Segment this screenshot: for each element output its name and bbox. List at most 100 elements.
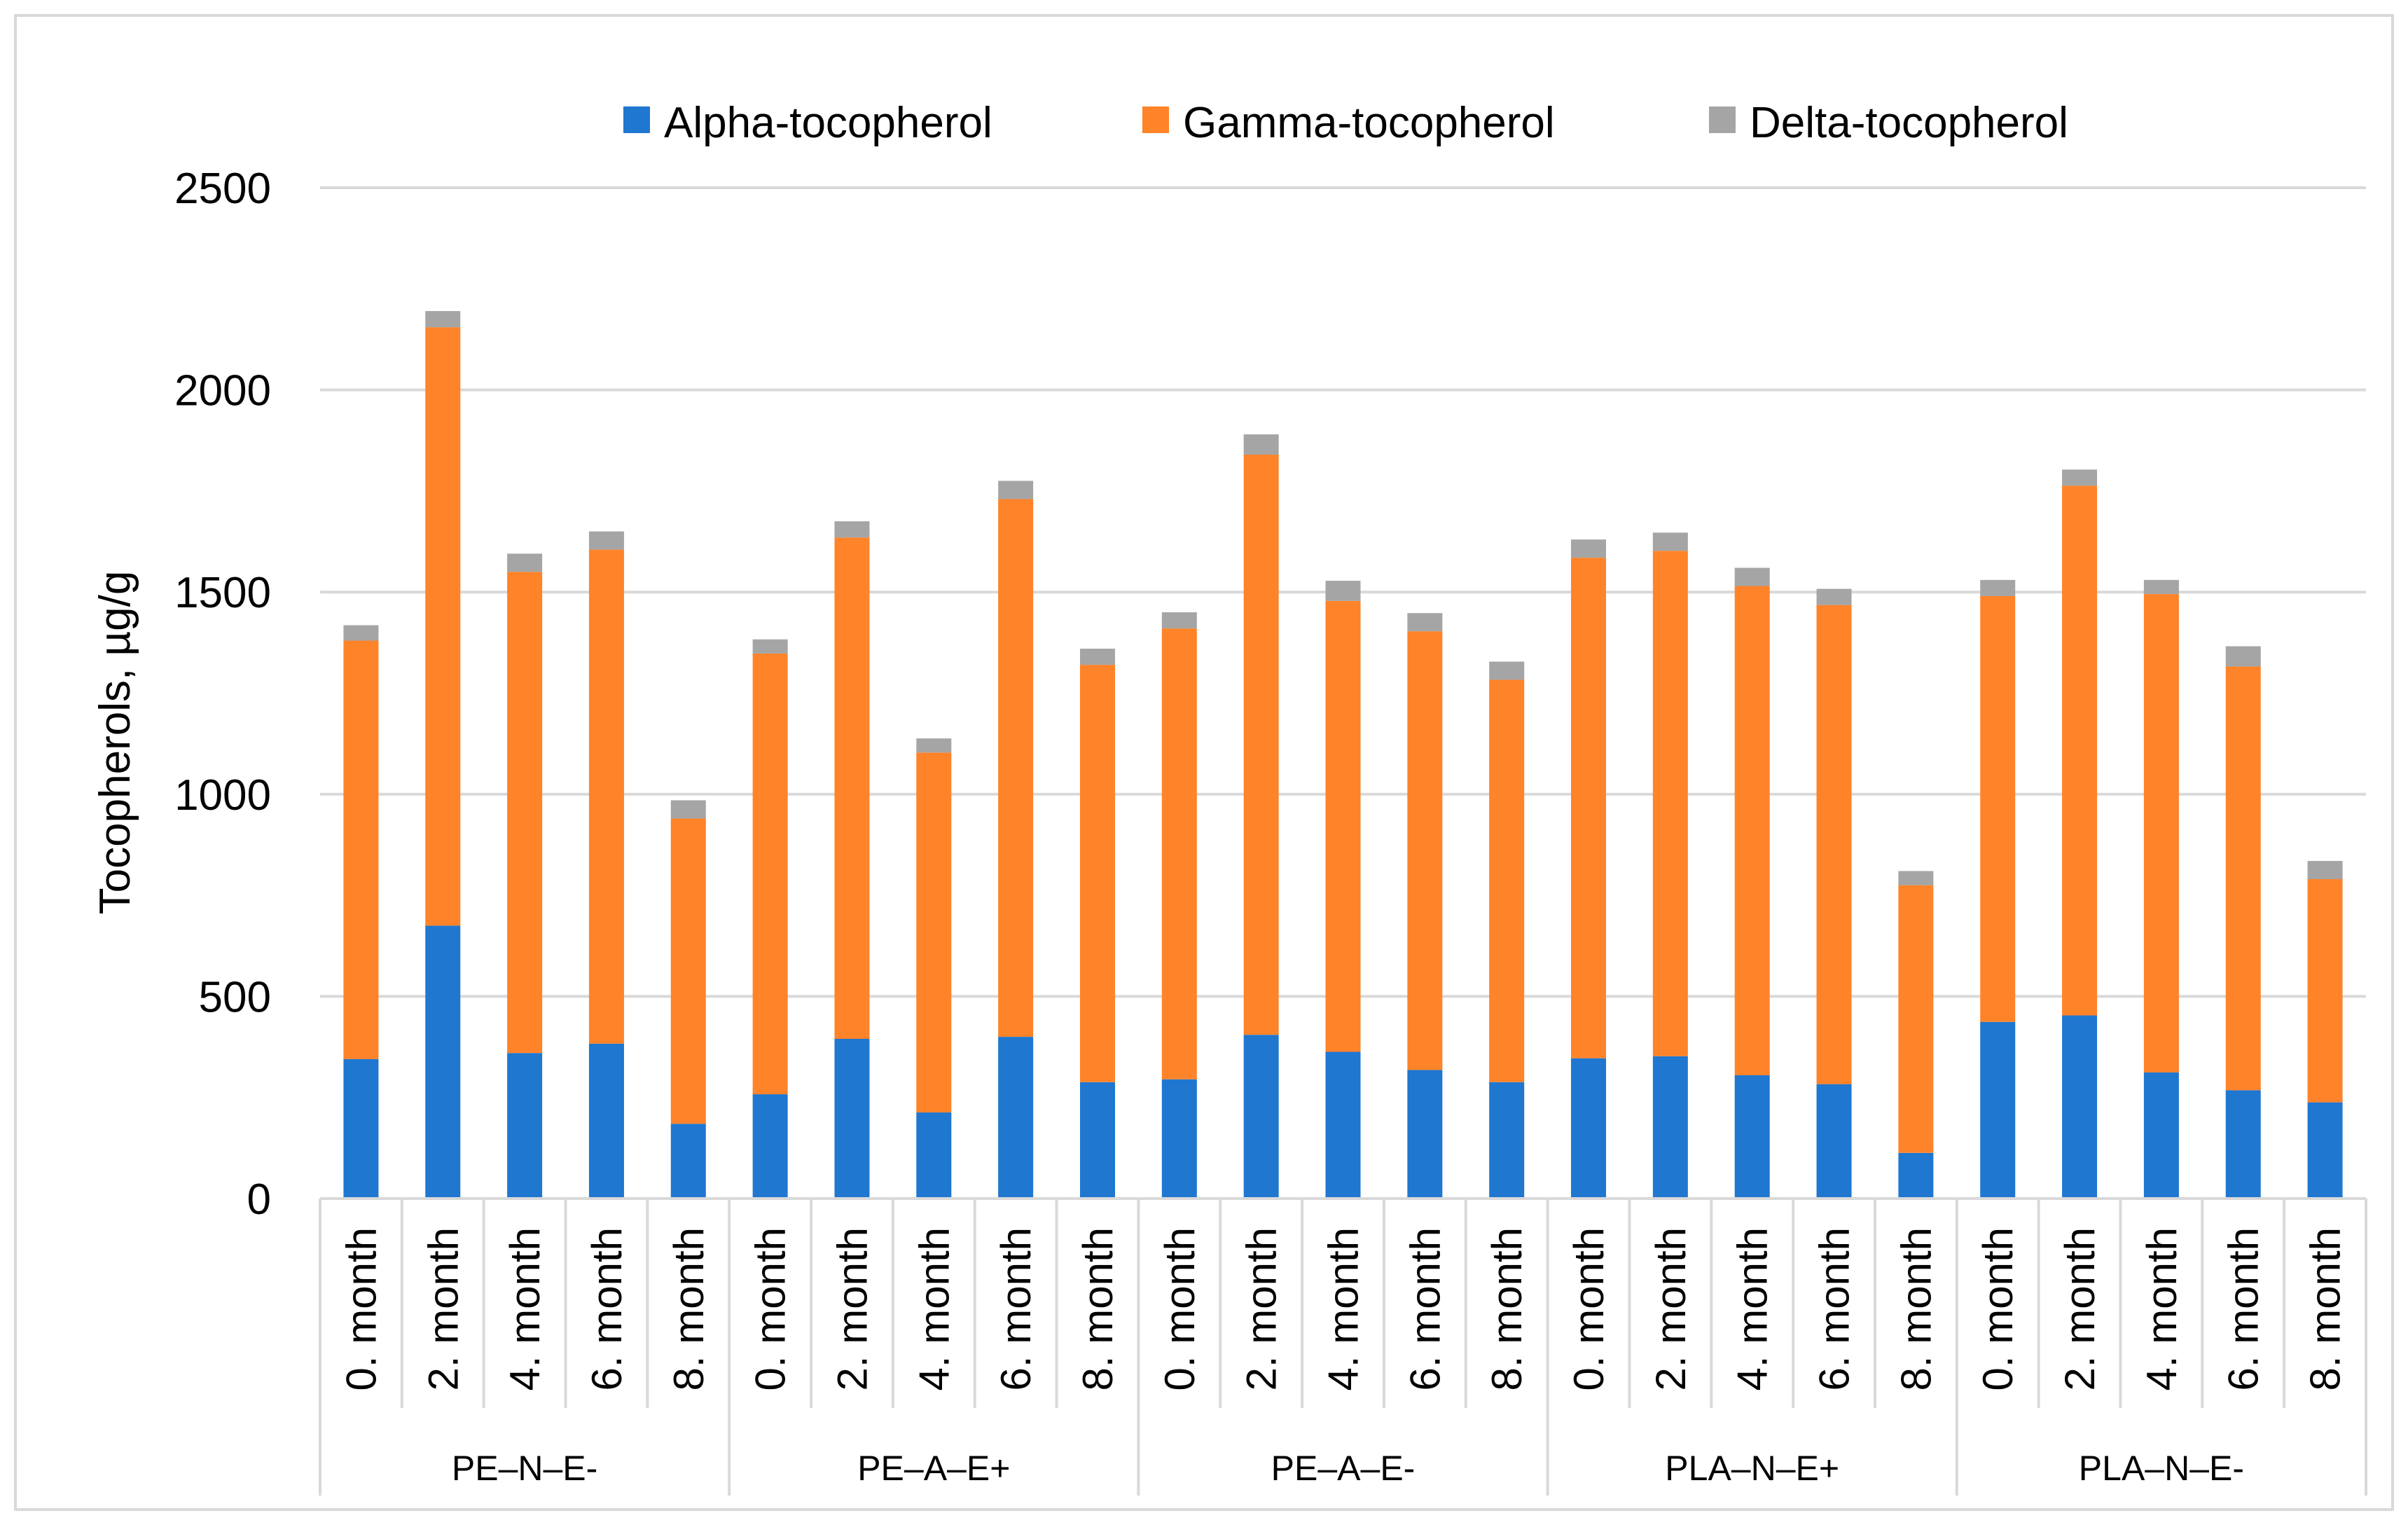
alpha-tocopherol-bar <box>1816 1084 1852 1199</box>
gamma-tocopherol-bar <box>1325 600 1361 1052</box>
month-label: 4. month <box>1729 1227 1776 1391</box>
alpha-tocopherol-bar <box>1489 1082 1525 1199</box>
month-label: 0. month <box>1974 1227 2021 1391</box>
delta-tocopherol-bar <box>343 625 379 641</box>
bars <box>343 311 2343 1199</box>
alpha-tocopherol-bar <box>834 1039 870 1199</box>
gamma-tocopherol-bar <box>670 818 706 1124</box>
y-tick-label: 0 <box>247 1175 271 1224</box>
gamma-tocopherol-bar <box>1079 665 1115 1082</box>
month-label: 2. month <box>829 1227 876 1391</box>
x-axis <box>319 1197 2367 1496</box>
y-tick-label: 500 <box>199 973 271 1021</box>
gamma-tocopherol-bar <box>1652 551 1688 1056</box>
gamma-tocopherol-bar <box>834 537 870 1040</box>
y-axis-label: Tocopherols, µg/g <box>91 571 139 915</box>
month-label: 6. month <box>2220 1227 2267 1391</box>
delta-tocopherol-bar <box>507 553 543 572</box>
y-tick-label: 1500 <box>174 569 271 617</box>
group-label: PE–A–E+ <box>857 1449 1010 1488</box>
legend-swatch-delta-tocopherol <box>1709 106 1736 133</box>
alpha-tocopherol-bar <box>1407 1070 1443 1199</box>
alpha-tocopherol-bar <box>998 1037 1034 1199</box>
delta-tocopherol-bar <box>752 639 788 654</box>
month-label: 0. month <box>747 1227 794 1391</box>
group-label: PLA–N–E- <box>2079 1449 2244 1488</box>
alpha-tocopherol-bar <box>2143 1072 2179 1199</box>
gamma-tocopherol-bar <box>1816 605 1852 1084</box>
delta-tocopherol-bar <box>1407 613 1443 632</box>
group-label: PLA–N–E+ <box>1665 1449 1839 1488</box>
month-label: 6. month <box>1402 1227 1448 1391</box>
delta-tocopherol-bar <box>2062 469 2098 486</box>
gamma-tocopherol-bar <box>1898 885 1934 1153</box>
y-tick-label: 1000 <box>174 771 271 820</box>
gamma-tocopherol-bar <box>2062 485 2098 1016</box>
y-tick-label: 2500 <box>174 165 271 213</box>
month-label: 4. month <box>1320 1227 1367 1391</box>
alpha-tocopherol-bar <box>1980 1021 2016 1199</box>
legend-label-alpha-tocopherol: Alpha-tocopherol <box>664 99 992 147</box>
delta-tocopherol-bar <box>2143 579 2179 595</box>
delta-tocopherol-bar <box>1898 871 1934 885</box>
gamma-tocopherol-bar <box>1571 558 1607 1058</box>
alpha-tocopherol-bar <box>588 1043 624 1199</box>
delta-tocopherol-bar <box>1243 434 1279 455</box>
alpha-tocopherol-bar <box>2307 1102 2343 1199</box>
delta-tocopherol-bar <box>1161 612 1197 629</box>
legend: Alpha-tocopherol Gamma-tocopherol Delta-to… <box>623 99 2068 147</box>
delta-tocopherol-bar <box>1980 579 2016 596</box>
month-label: 8. month <box>1074 1227 1121 1391</box>
alpha-tocopherol-bar <box>1243 1035 1279 1199</box>
gamma-tocopherol-bar <box>343 640 379 1059</box>
month-label: 6. month <box>583 1227 630 1391</box>
delta-tocopherol-bar <box>998 481 1034 499</box>
month-label: 2. month <box>2056 1227 2103 1391</box>
gamma-tocopherol-bar <box>1980 595 2016 1022</box>
delta-tocopherol-bar <box>1325 581 1361 601</box>
alpha-tocopherol-bar <box>1898 1152 1934 1199</box>
alpha-tocopherol-bar <box>425 925 461 1199</box>
alpha-tocopherol-bar <box>1734 1075 1770 1199</box>
month-label: 4. month <box>2138 1227 2185 1391</box>
month-label: 0. month <box>338 1227 385 1391</box>
alpha-tocopherol-bar <box>2225 1090 2261 1199</box>
month-label: 8. month <box>665 1227 712 1391</box>
alpha-tocopherol-bar <box>1325 1051 1361 1199</box>
gamma-tocopherol-bar <box>2143 594 2179 1072</box>
delta-tocopherol-bar <box>1571 539 1607 558</box>
month-label: 8. month <box>1893 1227 1939 1391</box>
group-label: PE–A–E- <box>1271 1449 1416 1488</box>
month-label: 2. month <box>1647 1227 1694 1391</box>
gamma-tocopherol-bar <box>588 549 624 1044</box>
gamma-tocopherol-bar <box>1407 631 1443 1070</box>
gamma-tocopherol-bar <box>2225 666 2261 1091</box>
gamma-tocopherol-bar <box>1489 679 1525 1082</box>
gamma-tocopherol-bar <box>1161 628 1197 1079</box>
month-label: 2. month <box>1238 1227 1285 1391</box>
delta-tocopherol-bar <box>1489 661 1525 680</box>
gamma-tocopherol-bar <box>1243 454 1279 1035</box>
delta-tocopherol-bar <box>1734 567 1770 586</box>
legend-swatch-gamma-tocopherol <box>1142 106 1169 133</box>
gamma-tocopherol-bar <box>998 499 1034 1037</box>
legend-swatch-alpha-tocopherol <box>623 106 650 133</box>
gamma-tocopherol-bar <box>507 572 543 1054</box>
month-label: 8. month <box>2302 1227 2349 1391</box>
y-tick-label: 2000 <box>174 367 271 415</box>
gamma-tocopherol-bar <box>2307 879 2343 1103</box>
delta-tocopherol-bar <box>425 311 461 328</box>
legend-label-gamma-tocopherol: Gamma-tocopherol <box>1183 99 1555 147</box>
month-label: 8. month <box>1483 1227 1530 1391</box>
group-label: PE–N–E- <box>452 1449 597 1488</box>
delta-tocopherol-bar <box>1079 649 1115 665</box>
month-label: 2. month <box>420 1227 466 1391</box>
y-axis-tick-labels: 0 500 1000 1500 2000 2500 <box>174 165 271 1224</box>
gamma-tocopherol-bar <box>1734 586 1770 1075</box>
delta-tocopherol-bar <box>670 800 706 819</box>
legend-label-delta-tocopherol: Delta-tocopherol <box>1750 99 2068 147</box>
month-label: 0. month <box>1156 1227 1203 1391</box>
delta-tocopherol-bar <box>588 531 624 550</box>
alpha-tocopherol-bar <box>1161 1079 1197 1199</box>
